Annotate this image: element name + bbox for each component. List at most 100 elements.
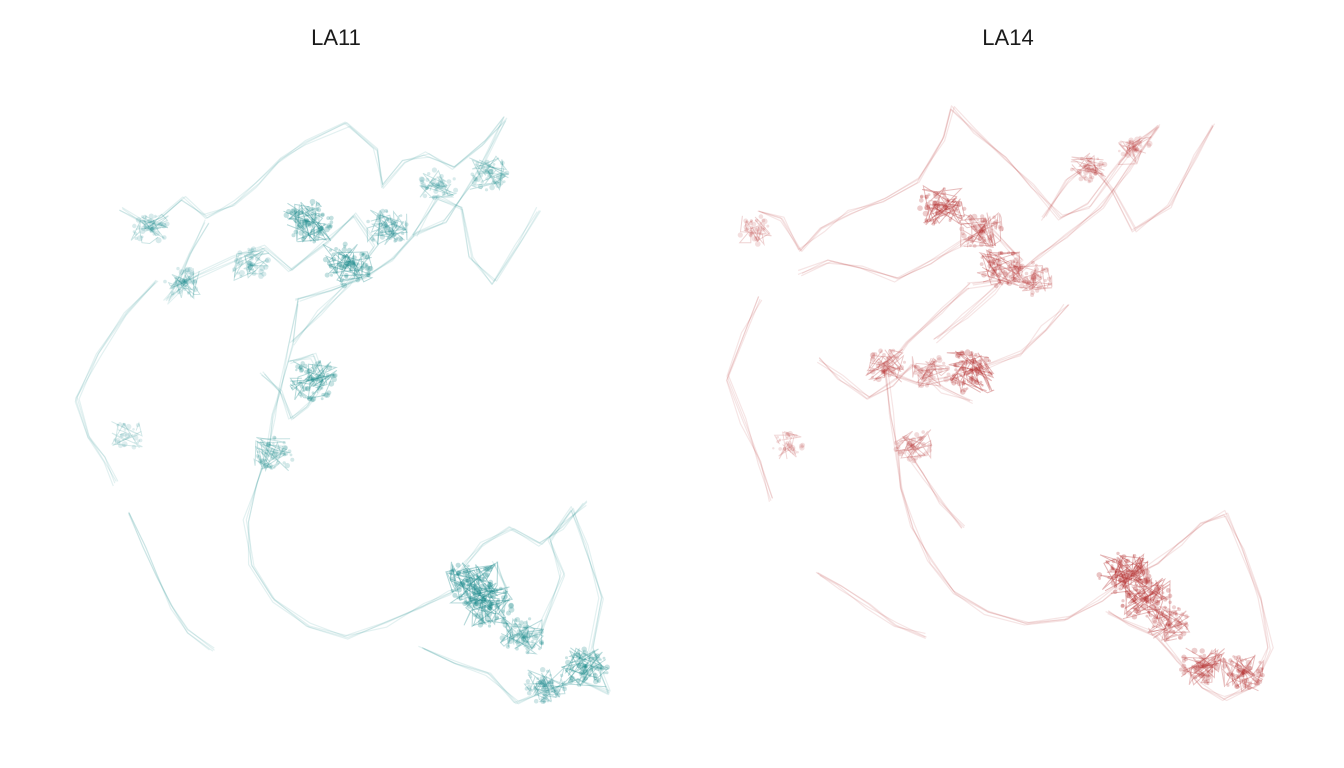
track-point bbox=[176, 281, 183, 288]
track-point bbox=[484, 188, 489, 192]
track-point bbox=[482, 577, 485, 580]
track-point bbox=[595, 666, 601, 672]
track-line bbox=[469, 161, 503, 190]
track-point bbox=[961, 380, 966, 385]
track-point bbox=[248, 252, 255, 258]
track-point bbox=[914, 365, 921, 371]
track-point bbox=[1229, 660, 1234, 665]
cluster bbox=[163, 266, 201, 300]
track-point bbox=[155, 226, 159, 230]
track-point bbox=[311, 377, 316, 382]
track-point bbox=[875, 376, 882, 383]
track-point bbox=[925, 197, 928, 200]
track-point bbox=[464, 576, 471, 583]
track-point bbox=[931, 359, 937, 365]
track-point bbox=[1142, 577, 1149, 584]
track-point bbox=[977, 238, 981, 242]
track-point bbox=[1167, 623, 1172, 628]
track-point bbox=[1195, 659, 1201, 665]
track-point bbox=[124, 433, 130, 439]
track-line bbox=[366, 217, 398, 243]
track-point bbox=[384, 229, 390, 235]
track-point bbox=[309, 206, 314, 212]
track-point bbox=[151, 226, 154, 230]
track-point bbox=[992, 215, 996, 220]
track-point bbox=[988, 261, 994, 267]
track-point bbox=[493, 589, 498, 594]
track-point bbox=[960, 389, 966, 395]
track-point bbox=[475, 590, 481, 597]
track-point bbox=[161, 222, 167, 229]
track-point bbox=[1147, 589, 1151, 593]
track-point bbox=[882, 369, 888, 375]
track-point bbox=[1121, 554, 1127, 560]
track-line bbox=[991, 254, 1021, 284]
track-point bbox=[1133, 565, 1140, 571]
track-point bbox=[595, 656, 601, 662]
track-point bbox=[518, 628, 522, 632]
track-line bbox=[453, 564, 496, 592]
track-point bbox=[1127, 140, 1132, 145]
track-point bbox=[304, 217, 309, 223]
track-point bbox=[1131, 141, 1138, 148]
track-point bbox=[1176, 622, 1183, 628]
track-point bbox=[375, 218, 380, 223]
track-line bbox=[925, 187, 963, 226]
track-point bbox=[534, 689, 539, 694]
track-point bbox=[503, 617, 507, 620]
track-point bbox=[524, 641, 530, 647]
track-point bbox=[913, 365, 918, 369]
track-point bbox=[347, 259, 350, 262]
track-point bbox=[472, 602, 479, 609]
track-point bbox=[1017, 267, 1021, 271]
track-point bbox=[310, 378, 315, 382]
track-line bbox=[533, 668, 566, 703]
track-point bbox=[1114, 585, 1117, 589]
track-point bbox=[393, 238, 398, 242]
track-point bbox=[386, 218, 390, 222]
track-point bbox=[331, 376, 337, 383]
track-point bbox=[554, 689, 557, 693]
track-point bbox=[383, 223, 387, 228]
track-point bbox=[1118, 559, 1124, 566]
track-line bbox=[327, 243, 361, 283]
track-point bbox=[471, 591, 476, 595]
track-point bbox=[339, 265, 343, 269]
track-line bbox=[466, 561, 499, 604]
track-point bbox=[544, 688, 548, 692]
track-point bbox=[280, 448, 284, 452]
track-point bbox=[869, 352, 875, 358]
track-point bbox=[881, 368, 885, 373]
track-point bbox=[974, 353, 978, 357]
track-point bbox=[473, 596, 478, 601]
track-point bbox=[952, 363, 957, 367]
track-point bbox=[471, 583, 478, 590]
track-point bbox=[1087, 179, 1091, 184]
track-point bbox=[1118, 587, 1122, 591]
track-point bbox=[937, 368, 943, 374]
track-point bbox=[483, 566, 488, 572]
track-point bbox=[355, 277, 361, 283]
track-point bbox=[1261, 667, 1264, 670]
track-point bbox=[486, 604, 491, 609]
track-point bbox=[431, 167, 437, 173]
track-point bbox=[877, 360, 882, 365]
track-point bbox=[335, 271, 339, 274]
track-point bbox=[1260, 672, 1265, 678]
track-point bbox=[286, 209, 292, 214]
track-line bbox=[1219, 657, 1241, 688]
track-point bbox=[749, 220, 753, 224]
track-point bbox=[1138, 135, 1142, 139]
track-line bbox=[757, 105, 1160, 285]
track-point bbox=[388, 230, 395, 237]
track-point bbox=[965, 387, 969, 390]
track-point bbox=[921, 368, 926, 373]
track-point bbox=[1092, 169, 1097, 174]
track-point bbox=[122, 444, 126, 448]
track-point bbox=[1206, 674, 1210, 678]
track-point bbox=[906, 442, 912, 449]
track-point bbox=[459, 593, 463, 597]
track-point bbox=[1244, 677, 1250, 683]
track-point bbox=[473, 601, 476, 605]
track-point bbox=[990, 272, 995, 277]
